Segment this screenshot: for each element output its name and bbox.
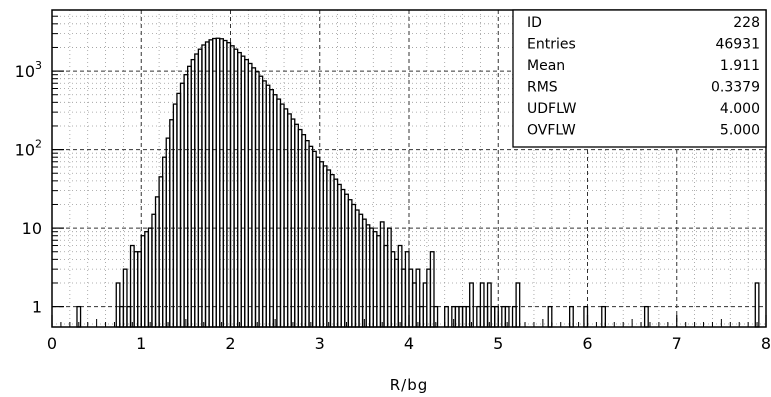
y-tick-label: 103: [15, 59, 42, 81]
x-axis-title: R/bg: [390, 376, 429, 394]
x-tick-label: 1: [136, 334, 146, 353]
x-tick-label: 0: [47, 334, 57, 353]
stat-value: 4.000: [720, 101, 760, 117]
y-tick-label: 102: [15, 138, 42, 160]
x-tick-label: 3: [315, 334, 325, 353]
histogram-bin: [754, 282, 760, 328]
stat-label: Mean: [527, 58, 565, 74]
x-tick-label: 7: [672, 334, 682, 353]
x-tick-label: 2: [225, 334, 235, 353]
stat-value: 228: [733, 15, 760, 31]
stats-box-frame: [512, 9, 767, 148]
histogram-bin: [569, 305, 574, 328]
histogram-bars: [76, 37, 760, 328]
x-tick-label: 5: [493, 334, 503, 353]
x-tick-label: 8: [761, 334, 771, 353]
stat-label: ID: [527, 15, 542, 31]
stat-value: 5.000: [720, 123, 760, 139]
x-tick-label: 6: [582, 334, 592, 353]
histogram-bin: [547, 305, 553, 328]
histogram-bin: [601, 305, 607, 328]
histogram-bin: [469, 282, 474, 328]
stat-value: 46931: [715, 37, 760, 53]
stat-label: Entries: [527, 37, 576, 53]
stats-box: ID 228 Entries 46931 Mean 1.911 RMS 0.3379 UDFLW…: [512, 9, 767, 148]
histogram-bin: [515, 282, 521, 328]
y-tick-label: 10: [22, 219, 42, 238]
x-tick-label: 4: [404, 334, 414, 353]
stat-label: UDFLW: [527, 101, 577, 117]
histogram-bin: [643, 305, 649, 328]
stat-label: OVFLW: [527, 123, 576, 139]
stat-label: RMS: [527, 80, 558, 96]
y-tick-label: 1: [32, 298, 42, 317]
axis-ticks: [51, 9, 767, 327]
histogram-bin: [444, 305, 449, 328]
stat-value: 1.911: [720, 58, 760, 74]
stat-value: 0.3379: [711, 80, 760, 96]
